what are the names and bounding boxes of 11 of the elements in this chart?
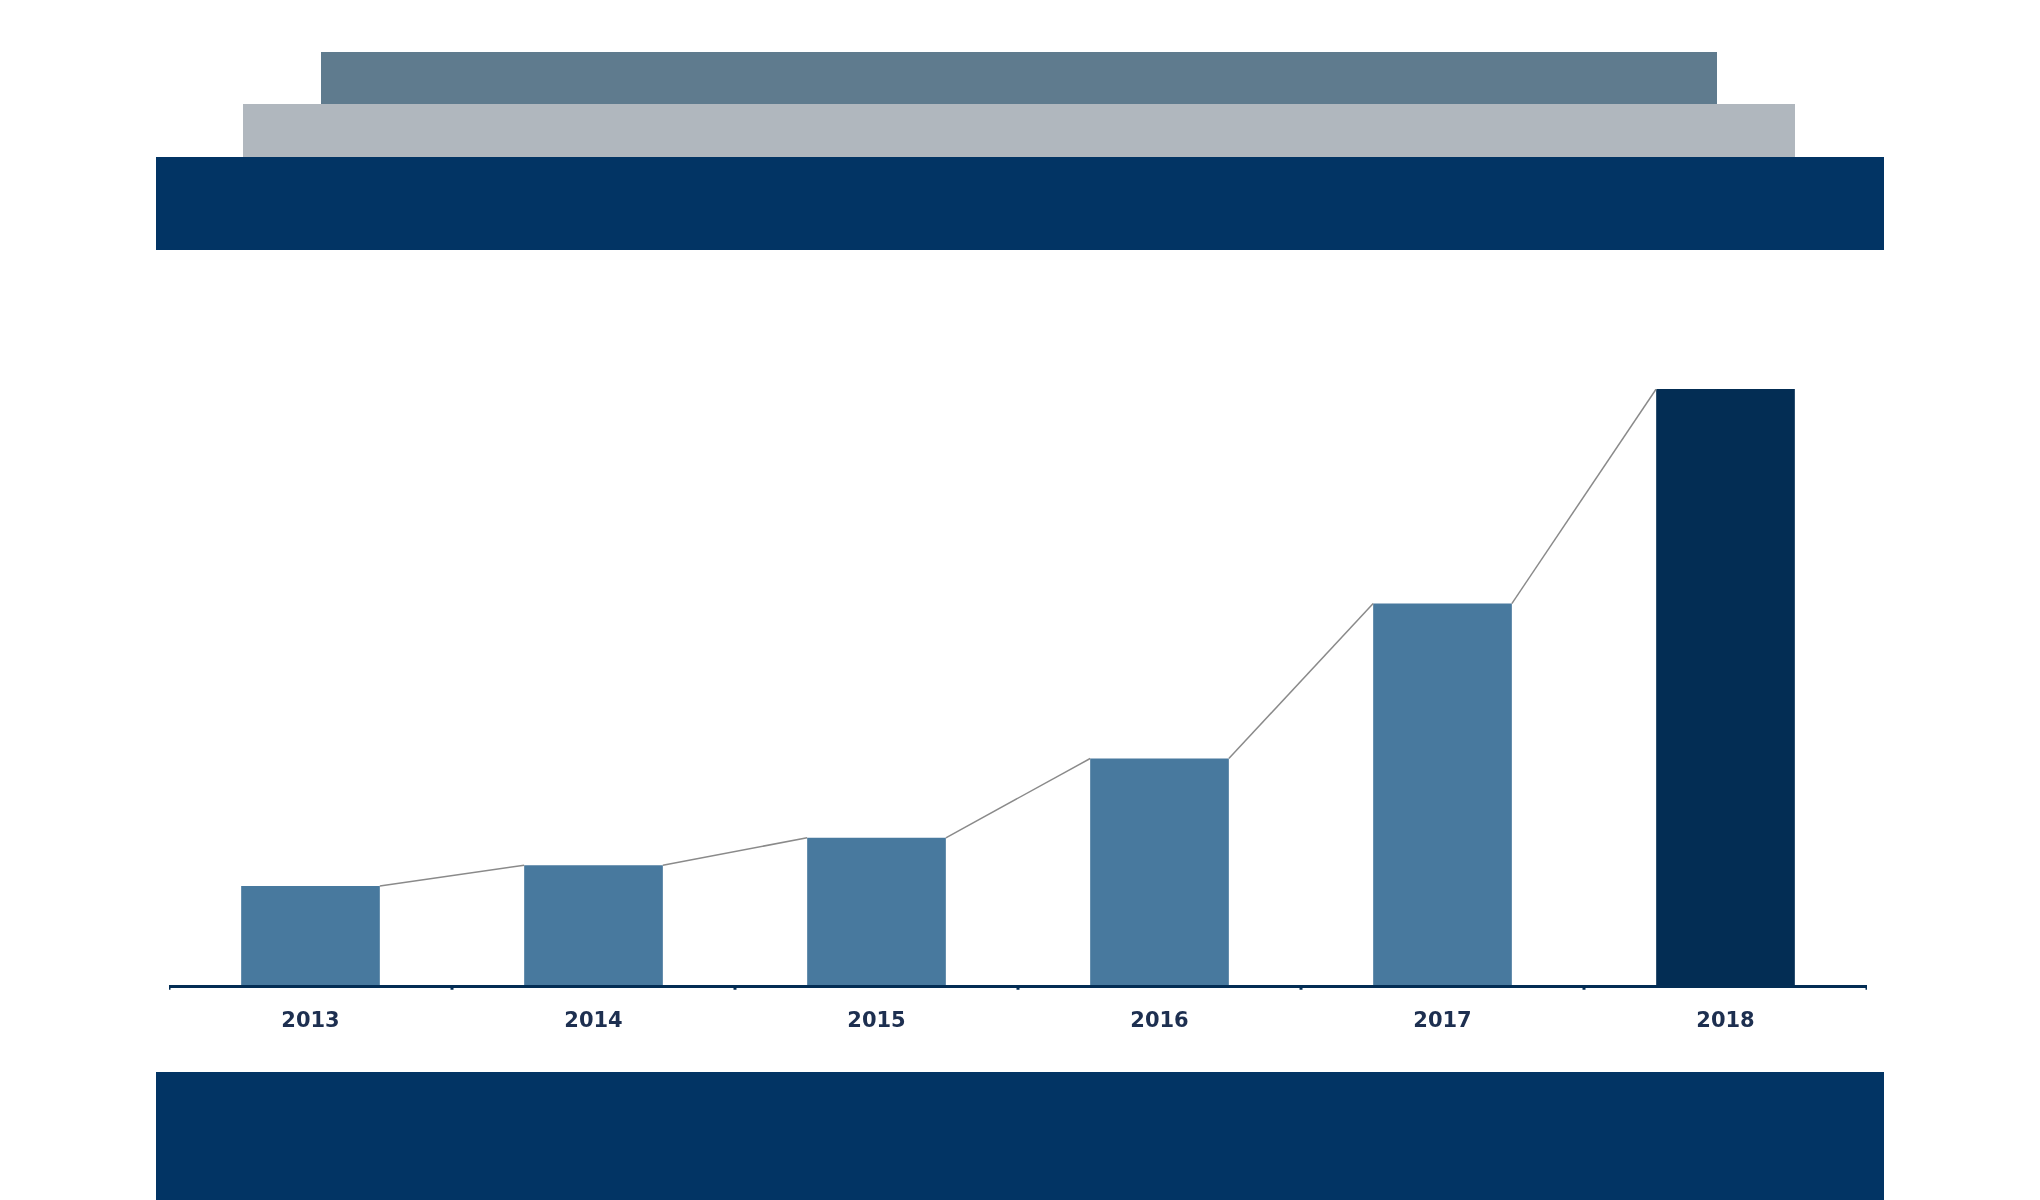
bar — [241, 886, 380, 985]
bar — [1090, 758, 1229, 985]
bar — [524, 865, 663, 985]
x-tick-label: 2016 — [1130, 1008, 1189, 1033]
x-tick-label: 2013 — [281, 1008, 340, 1033]
x-tick-label: 2018 — [1696, 1008, 1755, 1033]
x-tick-label: 2014 — [564, 1008, 623, 1033]
bar — [807, 837, 946, 985]
bar — [1373, 603, 1512, 985]
x-tick-label: 2015 — [847, 1008, 906, 1033]
x-tick-label: 2017 — [1413, 1008, 1472, 1033]
